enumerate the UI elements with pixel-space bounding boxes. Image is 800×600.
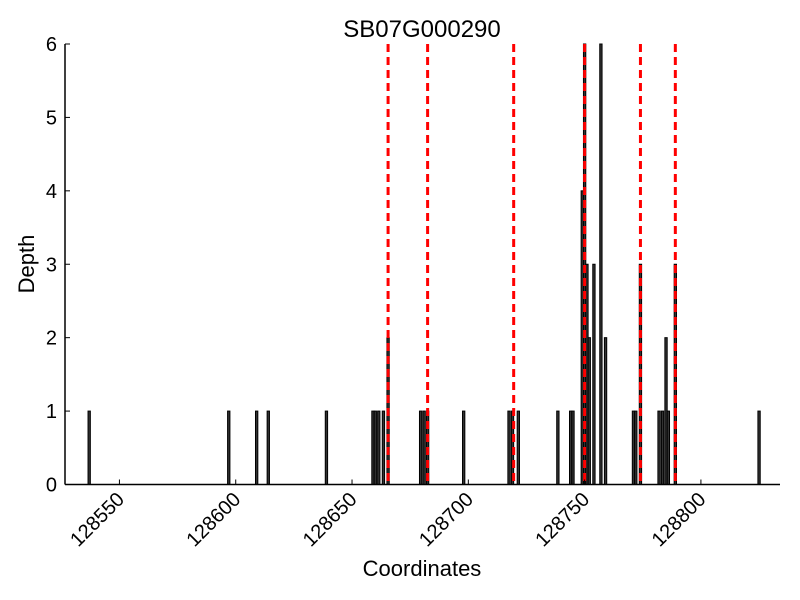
x-tick-label: 128650 [299, 488, 362, 551]
bar [599, 43, 603, 485]
y-tick-label: 6 [46, 34, 57, 56]
bar [324, 410, 329, 486]
bar [377, 410, 381, 486]
vlines-group [386, 44, 677, 485]
bar [657, 410, 661, 486]
bar [87, 410, 91, 486]
x-ticks: 128550 128600 128650 128700 128750 128800 [66, 479, 711, 551]
bar [266, 410, 270, 486]
x-tick-label: 128750 [531, 488, 594, 551]
y-ticks: 0 1 2 3 4 5 6 [46, 34, 70, 497]
bar [507, 410, 511, 486]
bars-group [87, 43, 761, 486]
bar [571, 410, 575, 486]
bar [516, 410, 520, 486]
bar [603, 337, 608, 485]
bar [418, 410, 423, 486]
bar [254, 410, 259, 486]
x-tick-label: 128550 [66, 488, 129, 551]
y-tick-label: 1 [46, 401, 57, 423]
bar [373, 410, 377, 486]
y-axis-label: Depth [14, 235, 39, 294]
bar [422, 410, 426, 486]
y-tick-label: 0 [46, 475, 57, 497]
y-tick-label: 5 [46, 107, 57, 129]
bar [587, 337, 591, 485]
x-tick-label: 128800 [648, 488, 711, 551]
x-axis-label: Coordinates [363, 556, 482, 581]
y-tick-label: 2 [46, 328, 57, 350]
chart-title: SB07G000290 [343, 16, 500, 43]
bar [381, 410, 386, 486]
y-tick-label: 3 [46, 254, 57, 276]
bar [227, 410, 231, 486]
bar [462, 410, 466, 486]
y-tick-label: 4 [46, 181, 57, 203]
bar [634, 410, 638, 486]
bar [592, 263, 596, 485]
bar [556, 410, 560, 486]
bar [666, 410, 671, 486]
bar [757, 410, 761, 486]
bar [660, 410, 665, 486]
x-tick-label: 128700 [415, 488, 478, 551]
x-tick-label: 128600 [183, 488, 246, 551]
